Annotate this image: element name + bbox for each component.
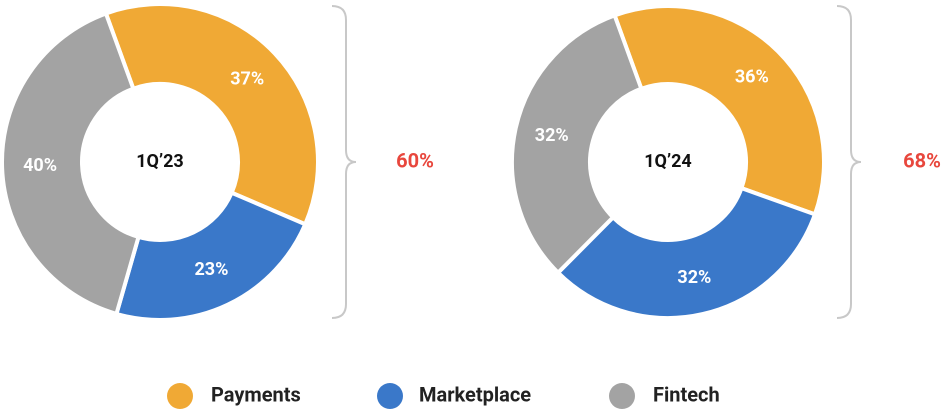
slice-label: 40% bbox=[23, 155, 57, 176]
donut-slice bbox=[555, 185, 818, 320]
donut-slice bbox=[612, 4, 826, 217]
bracket bbox=[836, 5, 862, 319]
slice-label: 32% bbox=[677, 267, 711, 288]
slice-label: 37% bbox=[230, 68, 264, 89]
annotation: 68% bbox=[903, 148, 941, 172]
center-label: 1Q’23 bbox=[136, 151, 184, 172]
legend-swatch bbox=[167, 383, 193, 409]
legend-label: Fintech bbox=[653, 382, 720, 406]
slice-label: 36% bbox=[735, 66, 769, 87]
legend-swatch bbox=[609, 383, 635, 409]
legend-label: Marketplace bbox=[419, 382, 531, 406]
slice-label: 32% bbox=[535, 125, 569, 146]
legend-label: Payments bbox=[211, 382, 301, 406]
donut-slice bbox=[113, 190, 308, 322]
bracket bbox=[331, 5, 357, 319]
donut-slice bbox=[103, 2, 320, 227]
donut-slice bbox=[510, 12, 644, 276]
annotation: 60% bbox=[396, 148, 434, 172]
slice-label: 23% bbox=[194, 259, 228, 280]
legend-swatch bbox=[377, 383, 403, 409]
center-label: 1Q’24 bbox=[644, 151, 692, 172]
donut-slice bbox=[0, 10, 141, 317]
